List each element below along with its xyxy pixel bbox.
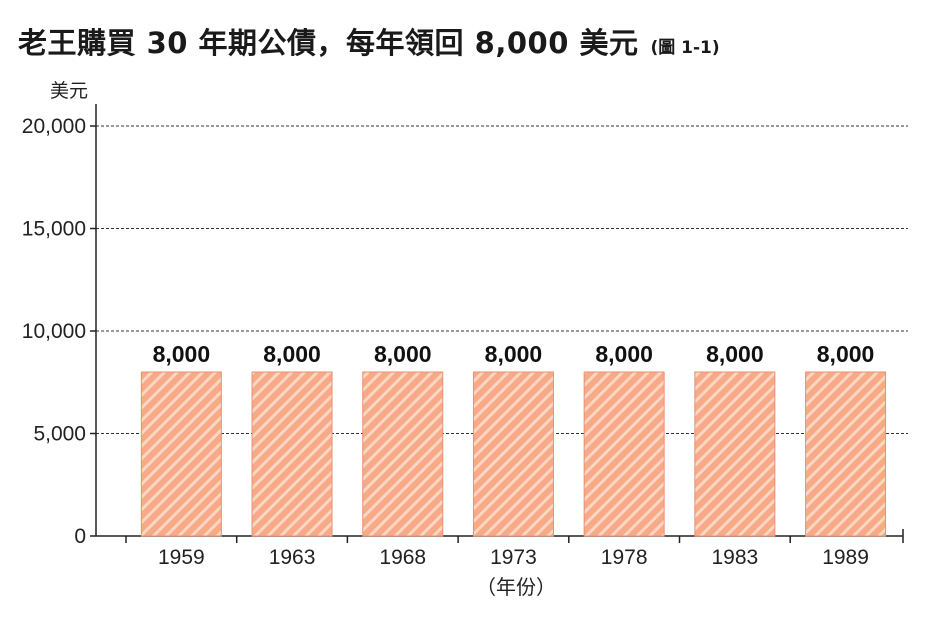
data-label: 8,000 [374, 341, 432, 367]
bars [140, 371, 887, 537]
chart-title: 老王購買 30 年期公債，每年領回 8,000 美元 [18, 26, 639, 60]
bar-1978 [583, 371, 665, 537]
y-tick-label: 15,000 [22, 218, 86, 241]
y-tick-label: 10,000 [22, 320, 86, 343]
x-tick-label: 1968 [379, 546, 426, 569]
data-label: 8,000 [485, 341, 543, 367]
y-tick-label: 5,000 [33, 423, 86, 446]
x-tick-label: 1978 [601, 546, 648, 569]
labels: 0 5,000 10,000 15,000 20,000 8,000 1959 8,000 19… [22, 115, 875, 569]
y-axis-unit-label: 美元 [50, 80, 88, 102]
figure-reference: (圖 1-1) [650, 38, 720, 58]
bar-1968 [362, 371, 444, 537]
x-tick-label: 1959 [158, 546, 205, 569]
bar-1963 [251, 371, 333, 537]
data-label: 8,000 [595, 341, 653, 367]
x-tick-label: 1973 [490, 546, 537, 569]
data-label: 8,000 [817, 341, 875, 367]
x-tick-label: 1989 [822, 546, 869, 569]
x-axis-title: （年份） [476, 575, 556, 599]
y-tick-label: 20,000 [22, 115, 86, 138]
chart-title-row: 老王購買 30 年期公債，每年領回 8,000 美元 (圖 1-1) [18, 20, 720, 62]
x-tick-label: 1983 [711, 546, 758, 569]
bar-1989 [805, 371, 887, 537]
bar-1983 [694, 371, 776, 537]
x-tick-label: 1963 [269, 546, 316, 569]
y-tick-label: 0 [74, 525, 86, 548]
data-label: 8,000 [263, 341, 321, 367]
bar-1959 [140, 371, 222, 537]
bar-1973 [472, 371, 554, 537]
data-label: 8,000 [153, 341, 211, 367]
data-label: 8,000 [706, 341, 764, 367]
